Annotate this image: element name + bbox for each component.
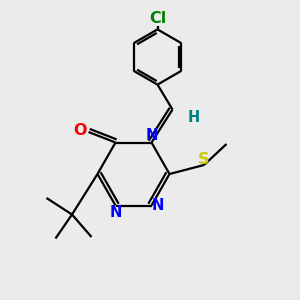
Text: Cl: Cl xyxy=(149,11,166,26)
Text: N: N xyxy=(145,128,158,143)
Text: N: N xyxy=(152,198,164,213)
Text: O: O xyxy=(73,123,87,138)
Text: H: H xyxy=(188,110,200,125)
Text: S: S xyxy=(198,152,210,166)
Text: N: N xyxy=(109,205,122,220)
